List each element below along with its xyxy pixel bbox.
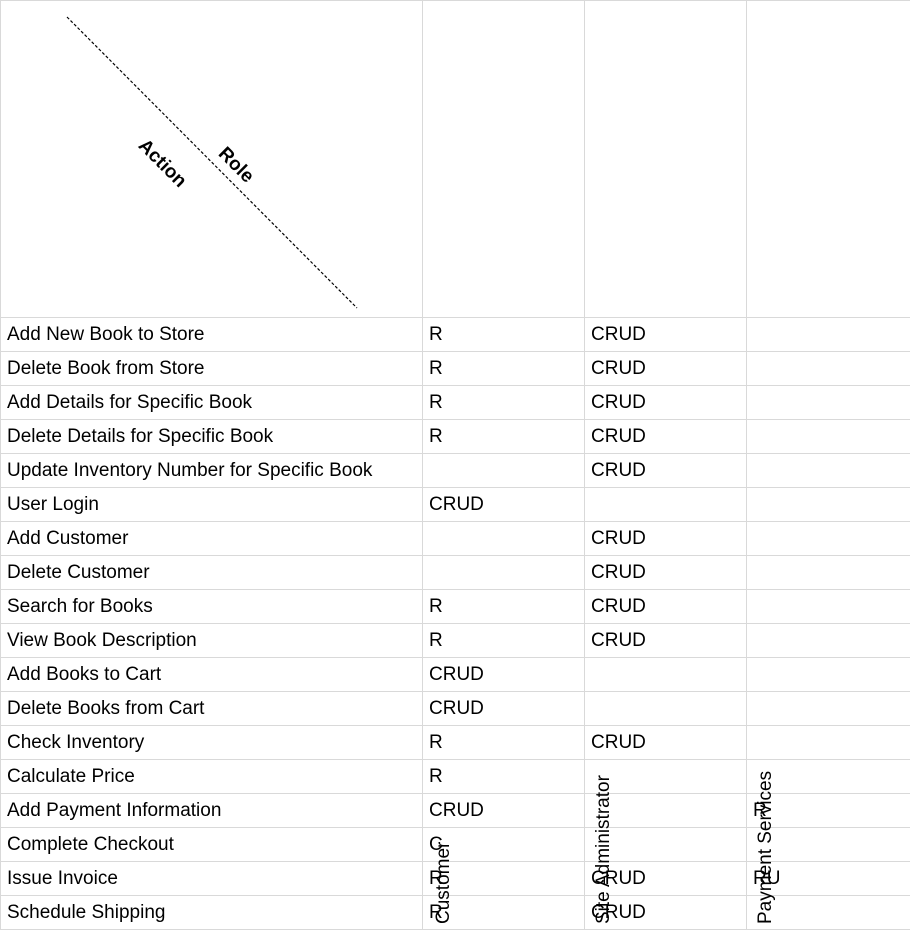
action-cell[interactable]: Add Details for Specific Book bbox=[0, 385, 423, 420]
payment-services-cell[interactable] bbox=[746, 317, 910, 352]
action-cell[interactable]: Schedule Shipping bbox=[0, 895, 423, 930]
customer-cell[interactable]: C bbox=[422, 827, 585, 862]
table-row[interactable]: Delete Details for Specific Book R CRUD bbox=[0, 419, 910, 454]
site-administrator-cell[interactable] bbox=[584, 487, 747, 522]
payment-services-cell[interactable] bbox=[746, 419, 910, 454]
payment-services-cell[interactable] bbox=[746, 385, 910, 420]
customer-cell[interactable]: R bbox=[422, 317, 585, 352]
payment-services-cell[interactable] bbox=[746, 453, 910, 488]
table-row[interactable]: Add Details for Specific Book R CRUD bbox=[0, 385, 910, 420]
site-administrator-cell[interactable] bbox=[584, 759, 747, 794]
site-administrator-cell[interactable]: CRUD bbox=[584, 895, 747, 930]
table-row[interactable]: Complete Checkout C bbox=[0, 827, 910, 862]
header-row: Role Action bbox=[0, 0, 910, 318]
site-administrator-cell[interactable] bbox=[584, 691, 747, 726]
customer-cell[interactable]: R bbox=[422, 385, 585, 420]
customer-cell[interactable]: R bbox=[422, 623, 585, 658]
column-label-payment-services: Payment Services bbox=[755, 770, 776, 924]
table-row[interactable]: Search for Books R CRUD bbox=[0, 589, 910, 624]
action-cell[interactable]: Delete Details for Specific Book bbox=[0, 419, 423, 454]
action-cell[interactable]: Add Payment Information bbox=[0, 793, 423, 828]
site-administrator-cell[interactable]: CRUD bbox=[584, 521, 747, 556]
site-administrator-cell[interactable]: CRUD bbox=[584, 861, 747, 896]
site-administrator-cell[interactable] bbox=[584, 657, 747, 692]
customer-cell[interactable]: CRUD bbox=[422, 657, 585, 692]
action-cell[interactable]: View Book Description bbox=[0, 623, 423, 658]
action-cell[interactable]: Delete Book from Store bbox=[0, 351, 423, 386]
table-row[interactable]: Add New Book to Store R CRUD bbox=[0, 317, 910, 352]
site-administrator-cell[interactable]: CRUD bbox=[584, 317, 747, 352]
site-administrator-cell[interactable]: CRUD bbox=[584, 589, 747, 624]
action-cell[interactable]: Update Inventory Number for Specific Boo… bbox=[0, 453, 423, 488]
diagonal-header: Role Action bbox=[2, 2, 422, 317]
table-row[interactable]: Check Inventory R CRUD bbox=[0, 725, 910, 760]
payment-services-cell[interactable] bbox=[746, 623, 910, 658]
action-cell[interactable]: Calculate Price bbox=[0, 759, 423, 794]
customer-cell[interactable]: CRUD bbox=[422, 487, 585, 522]
diagonal-divider bbox=[66, 16, 358, 309]
action-cell[interactable]: Complete Checkout bbox=[0, 827, 423, 862]
table-row[interactable]: Delete Customer CRUD bbox=[0, 555, 910, 590]
action-cell[interactable]: Add Customer bbox=[0, 521, 423, 556]
column-label-site-administrator: Site Administrator bbox=[593, 775, 614, 924]
payment-services-cell[interactable] bbox=[746, 895, 910, 930]
payment-services-cell[interactable] bbox=[746, 521, 910, 556]
payment-services-cell[interactable] bbox=[746, 351, 910, 386]
table-row[interactable]: View Book Description R CRUD bbox=[0, 623, 910, 658]
column-header-customer bbox=[422, 0, 585, 318]
table-row[interactable]: Update Inventory Number for Specific Boo… bbox=[0, 453, 910, 488]
customer-cell[interactable] bbox=[422, 555, 585, 590]
customer-cell[interactable] bbox=[422, 521, 585, 556]
table-row[interactable]: Add Payment Information CRUD R bbox=[0, 793, 910, 828]
customer-cell[interactable]: R bbox=[422, 895, 585, 930]
customer-cell[interactable]: R bbox=[422, 419, 585, 454]
table-row[interactable]: Add Books to Cart CRUD bbox=[0, 657, 910, 692]
corner-header-cell: Role Action bbox=[0, 0, 423, 318]
customer-cell[interactable]: R bbox=[422, 589, 585, 624]
site-administrator-cell[interactable]: CRUD bbox=[584, 725, 747, 760]
customer-cell[interactable]: R bbox=[422, 861, 585, 896]
table-row[interactable]: Schedule Shipping R CRUD bbox=[0, 895, 910, 930]
customer-cell[interactable] bbox=[422, 453, 585, 488]
site-administrator-cell[interactable]: CRUD bbox=[584, 419, 747, 454]
diagonal-line bbox=[66, 16, 358, 309]
payment-services-cell[interactable] bbox=[746, 555, 910, 590]
column-header-payment-services bbox=[746, 0, 910, 318]
table-row[interactable]: Issue Invoice R CRUD RU bbox=[0, 861, 910, 896]
action-cell[interactable]: Issue Invoice bbox=[0, 861, 423, 896]
action-cell[interactable]: Check Inventory bbox=[0, 725, 423, 760]
site-administrator-cell[interactable]: CRUD bbox=[584, 623, 747, 658]
payment-services-cell[interactable]: R bbox=[746, 793, 910, 828]
column-header-site-administrator bbox=[584, 0, 747, 318]
site-administrator-cell[interactable]: CRUD bbox=[584, 453, 747, 488]
action-cell[interactable]: Add New Book to Store bbox=[0, 317, 423, 352]
table-row[interactable]: Calculate Price R bbox=[0, 759, 910, 794]
site-administrator-cell[interactable]: CRUD bbox=[584, 385, 747, 420]
customer-cell[interactable]: R bbox=[422, 351, 585, 386]
site-administrator-cell[interactable]: CRUD bbox=[584, 555, 747, 590]
column-label-customer: Customer bbox=[433, 841, 454, 924]
payment-services-cell[interactable] bbox=[746, 589, 910, 624]
customer-cell[interactable]: CRUD bbox=[422, 793, 585, 828]
customer-cell[interactable]: R bbox=[422, 759, 585, 794]
table-row[interactable]: Add Customer CRUD bbox=[0, 521, 910, 556]
site-administrator-cell[interactable]: CRUD bbox=[584, 351, 747, 386]
payment-services-cell[interactable] bbox=[746, 657, 910, 692]
action-cell[interactable]: Add Books to Cart bbox=[0, 657, 423, 692]
payment-services-cell[interactable] bbox=[746, 691, 910, 726]
action-cell[interactable]: Delete Books from Cart bbox=[0, 691, 423, 726]
table-row[interactable]: Delete Books from Cart CRUD bbox=[0, 691, 910, 726]
table-row[interactable]: User Login CRUD bbox=[0, 487, 910, 522]
payment-services-cell[interactable] bbox=[746, 725, 910, 760]
action-cell[interactable]: Delete Customer bbox=[0, 555, 423, 590]
action-cell[interactable]: Search for Books bbox=[0, 589, 423, 624]
customer-cell[interactable]: R bbox=[422, 725, 585, 760]
customer-cell[interactable]: CRUD bbox=[422, 691, 585, 726]
table-row[interactable]: Delete Book from Store R CRUD bbox=[0, 351, 910, 386]
payment-services-cell[interactable] bbox=[746, 487, 910, 522]
action-cell[interactable]: User Login bbox=[0, 487, 423, 522]
